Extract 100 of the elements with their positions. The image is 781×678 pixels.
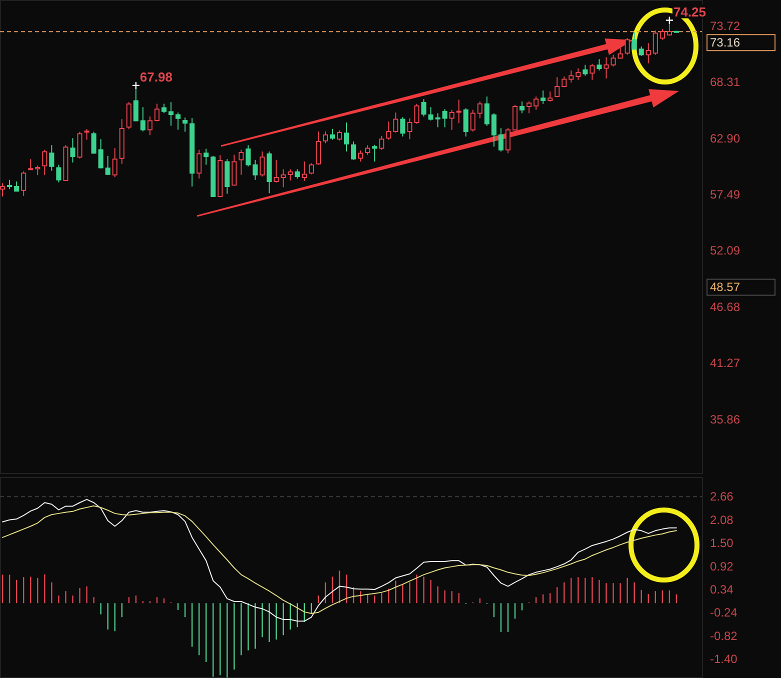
y-tick-label: 1.50 [710, 536, 734, 550]
y-tick-label: -0.24 [710, 606, 738, 620]
text: 48.57 [710, 280, 740, 294]
candlestick [610, 54, 616, 68]
y-tick-label: 68.31 [710, 75, 740, 90]
candlestick [407, 118, 412, 140]
candlestick [49, 144, 54, 172]
candlestick [119, 118, 124, 164]
candlestick [534, 96, 539, 110]
candlestick [112, 148, 118, 178]
candlestick [477, 100, 482, 119]
candlestick [520, 100, 525, 114]
candlestick [421, 98, 426, 118]
candlestick [638, 46, 644, 56]
candlestick [632, 32, 637, 50]
candlestick [126, 102, 132, 130]
candlestick [456, 99, 462, 124]
candlestick [294, 168, 300, 180]
ref-line-label: 73.16 [710, 36, 740, 50]
candlestick [176, 112, 181, 130]
candlestick [442, 108, 448, 128]
candlestick [646, 42, 651, 64]
candlestick [386, 121, 392, 140]
candlestick [562, 76, 567, 88]
candlestick [393, 112, 398, 134]
candlestick [470, 109, 476, 132]
candlestick [63, 144, 68, 181]
candlestick [540, 90, 546, 104]
candlestick [336, 130, 342, 142]
y-tick-label: -0.82 [710, 628, 738, 643]
candlestick [604, 56, 609, 79]
candlestick [660, 28, 665, 40]
candlestick [576, 68, 581, 80]
candlestick [512, 104, 518, 131]
candlestick [590, 63, 595, 80]
candlestick [554, 76, 560, 98]
text: 67.98 [140, 69, 172, 84]
candlestick [526, 100, 532, 114]
candlestick [190, 118, 195, 187]
candlestick [400, 116, 406, 137]
candlestick [168, 102, 174, 126]
candlestick [42, 149, 48, 176]
candlestick [28, 158, 34, 170]
y-tick-label: 62.90 [710, 131, 740, 146]
candlestick [140, 106, 146, 132]
y-tick-label: 52.09 [710, 244, 740, 258]
candlestick [56, 164, 62, 183]
candlestick [491, 112, 496, 148]
candlestick [568, 70, 574, 84]
text: 74.25 [673, 4, 706, 20]
candlestick [260, 151, 265, 178]
candlestick [316, 130, 321, 166]
y-tick-label: 2.08 [710, 512, 734, 527]
candlestick [372, 144, 378, 162]
candlestick [224, 158, 230, 194]
candlestick [105, 155, 110, 176]
candlestick [147, 116, 152, 136]
candlestick [596, 58, 602, 71]
y-tick-label: 0.92 [710, 559, 734, 574]
candlestick [218, 154, 223, 198]
y-tick-label: -1.40 [710, 652, 738, 666]
candlestick [238, 149, 244, 176]
candlestick [435, 112, 440, 128]
candlestick [414, 103, 420, 124]
y-tick-label: 41.27 [710, 356, 740, 370]
y-tick-label: 35.86 [710, 412, 740, 426]
y-tick-label: 57.49 [710, 187, 740, 202]
candlestick [154, 103, 160, 122]
y-tick-label: 46.68 [710, 300, 740, 314]
candlestick [196, 149, 202, 179]
candlestick [161, 103, 167, 114]
candlestick [624, 38, 630, 56]
candlestick [322, 130, 328, 144]
candlestick [210, 155, 216, 197]
candlestick [358, 150, 364, 162]
candlestick [379, 135, 384, 150]
candlestick [428, 106, 434, 121]
candlestick [308, 162, 314, 175]
candlestick [98, 138, 104, 169]
candlestick [484, 96, 490, 126]
candlestick [302, 161, 307, 182]
candlestick [77, 131, 82, 159]
y-tick-label: 73.72 [710, 18, 740, 33]
candlestick [505, 128, 511, 154]
candlestick [266, 151, 272, 194]
candlestick [14, 180, 20, 192]
candlestick [330, 128, 336, 140]
candlestick [351, 140, 356, 160]
candlestick [449, 109, 454, 130]
candlestick [582, 64, 588, 76]
candlestick [274, 159, 279, 184]
candlestick [21, 170, 26, 196]
candlestick [674, 30, 679, 33]
candlestick [204, 148, 209, 166]
candlestick [232, 154, 237, 186]
y-tick-label: 0.34 [710, 582, 734, 597]
y-tick-label: 2.66 [710, 490, 734, 504]
candlestick [84, 128, 90, 140]
candlestick [288, 168, 293, 182]
candlestick [35, 164, 40, 176]
